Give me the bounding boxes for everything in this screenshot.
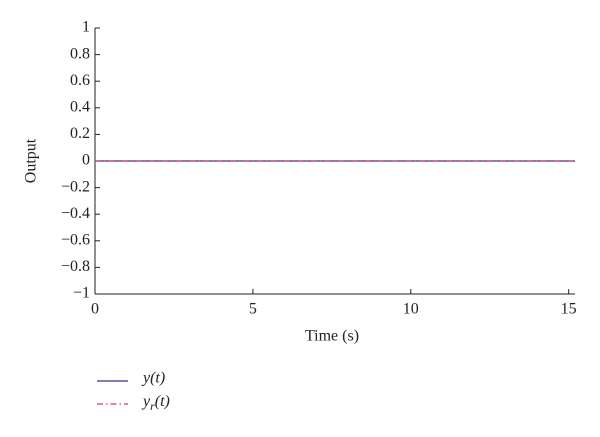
y-tick-label: 0 — [82, 152, 90, 169]
legend-label: yr(t) — [141, 393, 170, 413]
y-tick-label: −0.8 — [61, 258, 90, 275]
legend-label: y(t) — [141, 370, 165, 387]
y-tick-label: −0.4 — [61, 205, 90, 222]
y-tick-label: 0.4 — [70, 98, 90, 115]
y-tick-label: 0.6 — [70, 72, 90, 89]
x-tick-label: 10 — [403, 301, 419, 318]
x-axis-label: Time (s) — [305, 328, 359, 345]
y-tick-label: 1 — [82, 19, 90, 36]
x-tick-label: 15 — [561, 301, 577, 318]
y-tick-label: 0.8 — [70, 45, 90, 62]
y-tick-label: −1 — [73, 285, 90, 302]
x-tick-label: 5 — [249, 301, 257, 318]
y-tick-label: −0.2 — [61, 178, 90, 195]
y-tick-label: −0.6 — [61, 231, 90, 248]
y-axis-label: Output — [23, 138, 40, 183]
y-tick-label: 0.2 — [70, 125, 90, 142]
x-tick-label: 0 — [91, 301, 99, 318]
